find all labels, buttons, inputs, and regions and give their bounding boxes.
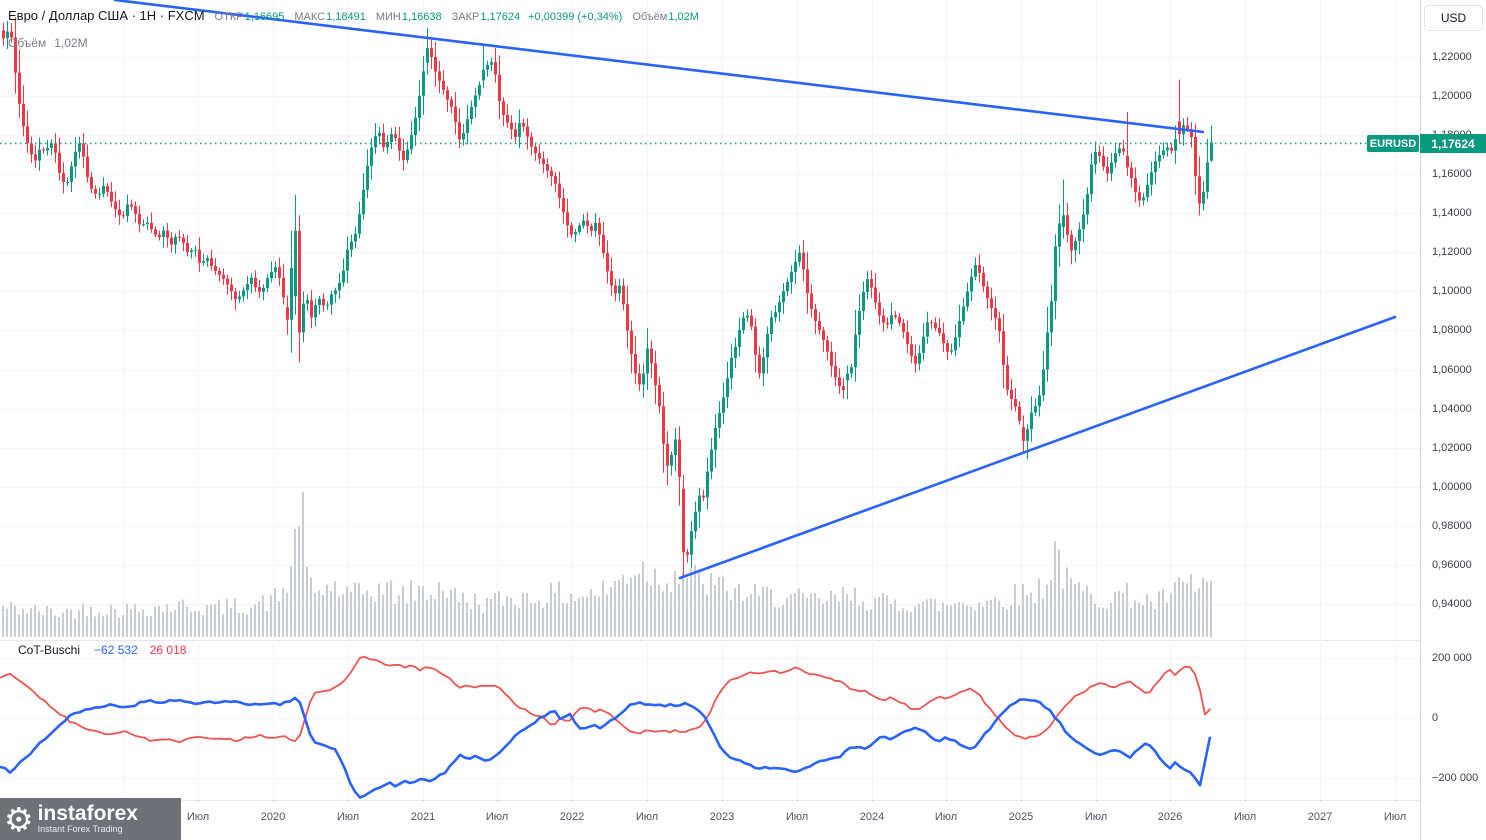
axis-separator bbox=[0, 800, 1486, 801]
volume-indicator-legend[interactable]: Объём 1,02М bbox=[8, 36, 88, 50]
time-axis-label: 2023 bbox=[709, 811, 735, 823]
time-axis-label: Июл bbox=[1233, 811, 1257, 823]
watermark-subtitle: Instant Forex Trading bbox=[37, 824, 123, 834]
symbol-legend[interactable]: Евро / Доллар США · 1Н · FXCM ОТКР1,16695… bbox=[8, 8, 699, 23]
time-axis-label: Июл bbox=[1383, 811, 1407, 823]
close-value: 1,17624 bbox=[480, 11, 521, 23]
price-axis-label: 0,96000 bbox=[1432, 558, 1472, 571]
open-label: ОТКР bbox=[214, 11, 244, 23]
cot-indicator-name: CoT-Buschi bbox=[18, 643, 81, 657]
time-axis-label: 2021 bbox=[410, 811, 436, 823]
time-axis[interactable]: 2019Июл2020Июл2021Июл2022Июл2023Июл2024И… bbox=[0, 801, 1420, 840]
price-axis[interactable]: 1,220001,200001,180001,160001,140001,120… bbox=[1420, 0, 1486, 840]
volume-label: Объём bbox=[632, 11, 668, 23]
price-axis-label: 1,02000 bbox=[1432, 441, 1472, 454]
price-axis-label: 1,04000 bbox=[1432, 402, 1472, 415]
chart-canvas[interactable] bbox=[0, 0, 1420, 840]
pane-separator[interactable] bbox=[0, 640, 1486, 641]
high-label: МАКС bbox=[294, 11, 326, 23]
time-axis-label: 2027 bbox=[1307, 811, 1333, 823]
price-axis-label: 1,22000 bbox=[1432, 51, 1472, 63]
price-axis-label: 1,10000 bbox=[1432, 285, 1472, 298]
open-value: 1,16695 bbox=[244, 11, 285, 23]
time-axis-label: 2020 bbox=[260, 811, 286, 823]
time-axis-label: 2024 bbox=[859, 811, 885, 823]
cot-red-value: 26 018 bbox=[149, 643, 187, 657]
price-axis-label: 0,94000 bbox=[1432, 597, 1472, 610]
currency-mode-button[interactable]: USD bbox=[1424, 5, 1483, 31]
time-axis-label: Июл bbox=[785, 811, 809, 823]
time-axis-label: Июл bbox=[635, 811, 659, 823]
trendline-ascending-support[interactable] bbox=[678, 315, 1397, 580]
price-axis-label: 1,16000 bbox=[1432, 168, 1472, 181]
time-axis-label: Июл bbox=[934, 811, 958, 823]
price-axis-label: 1,00000 bbox=[1432, 480, 1472, 493]
volume-indicator-value: 1,02М bbox=[54, 36, 88, 50]
time-axis-label: Июл bbox=[186, 811, 210, 823]
grid-layer bbox=[0, 0, 1420, 800]
instaforex-watermark: ⚙ instaforex Instant Forex Trading bbox=[0, 798, 181, 840]
volume-histogram bbox=[2, 491, 1212, 637]
price-axis-label: 1,14000 bbox=[1432, 207, 1472, 220]
last-price-axis-label: 1,17624 bbox=[1420, 134, 1486, 153]
high-value: 1,18491 bbox=[326, 11, 366, 23]
time-axis-label: Июл bbox=[1084, 811, 1108, 823]
low-label: МИН bbox=[375, 11, 401, 23]
trendline-descending-resistance[interactable] bbox=[113, 0, 1205, 134]
symbol-title[interactable]: Евро / Доллар США · 1Н · FXCM bbox=[8, 8, 205, 23]
cot-axis-label: 200 000 bbox=[1432, 652, 1472, 664]
cot-indicator-legend[interactable]: CoT-Buschi −62 532 26 018 bbox=[18, 643, 186, 657]
low-value: 1,16638 bbox=[401, 11, 442, 23]
cot-red-line bbox=[0, 656, 1211, 744]
volume-value: 1,02М bbox=[668, 11, 699, 23]
time-axis-label: Июл bbox=[485, 811, 509, 823]
gear-icon: ⚙ bbox=[4, 800, 34, 838]
time-axis-label: 2022 bbox=[559, 811, 585, 823]
cot-blue-line bbox=[0, 696, 1212, 799]
close-label: ЗАКР bbox=[451, 11, 480, 23]
cot-blue-value: −62 532 bbox=[94, 643, 138, 657]
price-axis-label: 0,98000 bbox=[1432, 519, 1472, 532]
pair-price-pill: EURUSD bbox=[1367, 135, 1419, 152]
candles-layer[interactable] bbox=[2, 17, 1213, 578]
price-axis-label: 1,12000 bbox=[1432, 246, 1472, 259]
volume-indicator-label: Объём bbox=[8, 36, 47, 50]
price-axis-label: 1,20000 bbox=[1432, 90, 1472, 103]
change-value: +0,00399 (+0,34%) bbox=[528, 11, 623, 23]
cot-axis-label: −200 000 bbox=[1432, 772, 1479, 784]
time-axis-label: 2025 bbox=[1008, 811, 1034, 823]
cot-axis-label: 0 bbox=[1432, 712, 1439, 724]
price-axis-label: 1,06000 bbox=[1432, 363, 1472, 376]
price-axis-label: 1,08000 bbox=[1432, 324, 1472, 337]
time-axis-label: Июл bbox=[336, 811, 360, 823]
watermark-title: instaforex bbox=[37, 802, 138, 825]
time-axis-label: 2026 bbox=[1157, 811, 1183, 823]
